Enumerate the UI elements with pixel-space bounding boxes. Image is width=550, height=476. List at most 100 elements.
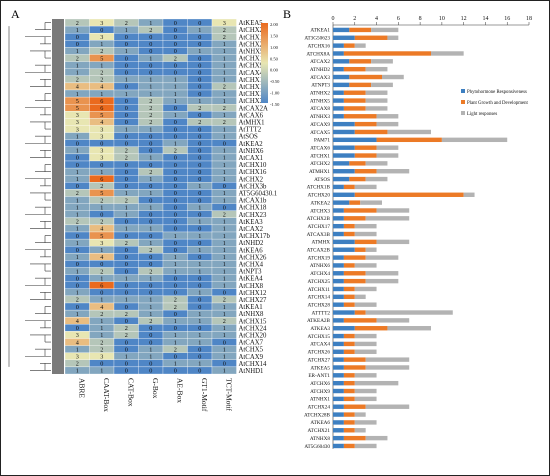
- heatmap-cell-value: 1: [198, 27, 201, 34]
- heatmap-cell-value: 2: [223, 34, 226, 41]
- bar-segment: [354, 341, 377, 347]
- heatmap-cell-value: 1: [198, 361, 201, 368]
- heatmap-cell-value: 1: [149, 190, 152, 197]
- heatmap-cell-value: 0: [149, 148, 152, 155]
- legend-swatch: [461, 111, 465, 115]
- heatmap-cell-value: 1: [223, 162, 226, 169]
- bar-segment: [343, 443, 355, 449]
- heatmap-cell-value: 2: [100, 48, 103, 55]
- heatmap-cell-value: 1: [223, 219, 226, 226]
- heatmap-cell-value: 1: [100, 247, 103, 254]
- category-label: ATKEA1: [310, 28, 330, 34]
- heatmap-cell-value: 0: [174, 119, 177, 126]
- heatmap-cell-value: 1: [76, 48, 79, 55]
- bar-segment: [333, 247, 355, 252]
- bar-segment: [354, 294, 366, 300]
- heatmap-cell-value: 1: [223, 70, 226, 77]
- gene-label: AtNHX8: [239, 311, 265, 318]
- heatmap-cell-value: 1: [149, 354, 152, 361]
- heatmap-cell-value: 1: [223, 62, 226, 69]
- bar-segment: [333, 341, 344, 347]
- bar-segment: [343, 349, 355, 354]
- heatmap-cell-value: 1: [223, 112, 226, 119]
- heatmap-cell-value: 2: [125, 311, 128, 318]
- heatmap-cell-value: 1: [174, 233, 177, 240]
- heatmap-cell-value: 0: [125, 34, 128, 41]
- bar-segment: [343, 231, 355, 237]
- bar-segment: [333, 239, 355, 245]
- color-scale-legend: 2.00 1.50 1.00 0.50 0.00 -0.50 -1.00 -1.50: [261, 22, 280, 107]
- gene-label: AtNPT3: [239, 269, 263, 276]
- heatmap-cell-value: 1: [76, 254, 79, 261]
- bar-segment: [354, 239, 377, 245]
- gene-label: AtCHX19: [239, 56, 268, 63]
- heatmap-cell-value: 2: [76, 361, 79, 368]
- heatmap-cell-value: 3: [100, 34, 103, 41]
- heatmap-cell-value: 3: [76, 112, 79, 119]
- bar-segment: [365, 98, 388, 103]
- heatmap-cell-value: 0: [149, 283, 152, 290]
- category-label: ATNPT3: [311, 83, 330, 89]
- heatmap-cell-value: 1: [125, 48, 128, 55]
- heatmap-cell-value: 3: [100, 20, 103, 27]
- bar-segment: [333, 286, 344, 292]
- heatmap-cell-value: 0: [149, 212, 152, 219]
- bar-segment: [333, 349, 344, 354]
- heatmap-cell-value: 0: [100, 27, 103, 34]
- heatmap-cell-value: 0: [76, 304, 79, 311]
- gene-label: AtKEA3: [239, 219, 264, 226]
- column-label: AE-Box: [175, 378, 184, 403]
- category-label: ATNHX6: [310, 263, 331, 269]
- heatmap-cell-value: 0: [174, 219, 177, 226]
- heatmap-cell-value: 0: [125, 304, 128, 311]
- heatmap-cell-value: 1: [223, 346, 226, 353]
- gene-label: AtCAX2: [239, 226, 264, 233]
- heatmap-cell-value: 1: [100, 169, 103, 176]
- bar-segment: [333, 326, 355, 331]
- heatmap-cell-value: 1: [223, 233, 226, 240]
- gene-label: AT5G60430.1: [239, 191, 278, 198]
- category-label: ATCHX28B: [304, 412, 330, 418]
- heatmap-cell-value: 0: [174, 204, 177, 211]
- bar-segment: [333, 435, 344, 441]
- gene-label: AtSOS: [239, 134, 258, 141]
- heatmap-cell-value: 0: [174, 105, 177, 112]
- color-scale-tick: 0.50: [270, 56, 279, 61]
- heatmap-cell-value: 0: [125, 261, 128, 268]
- category-label: ATCHX2B: [307, 216, 331, 222]
- category-label: ATMHX1: [309, 169, 330, 175]
- heatmap-cell-value: 4: [76, 339, 79, 346]
- legend: Phytohormone Responsiveness Plant Growth …: [461, 89, 529, 117]
- heatmap-cell-value: 0: [149, 197, 152, 204]
- x-tick-label: 10: [439, 16, 445, 22]
- heatmap-cell-value: 1: [149, 55, 152, 62]
- bar-segment: [333, 294, 344, 300]
- bar-segment: [343, 208, 377, 213]
- heatmap-cell-value: 0: [198, 55, 201, 62]
- x-tick-label: 18: [526, 16, 532, 22]
- heatmap-cell-value: 1: [198, 318, 201, 325]
- gene-label: AtNHD1: [239, 368, 264, 375]
- heatmap-cell-value: 1: [174, 254, 177, 261]
- category-label: ATCAX9: [310, 122, 330, 128]
- bar-segment: [333, 129, 355, 135]
- heatmap-cell-value: 2: [174, 346, 177, 353]
- heatmap-cell-value: 5: [76, 98, 79, 105]
- bar-segment: [441, 137, 508, 143]
- heatmap-cell-value: 3: [100, 354, 103, 361]
- heatmap-cell-value: 1: [125, 77, 128, 84]
- x-tick-label: 6: [397, 16, 400, 22]
- heatmap-cell-value: 0: [149, 48, 152, 55]
- bar-segment: [354, 231, 377, 237]
- heatmap-cell-value: 2: [76, 55, 79, 62]
- bar-segment: [343, 396, 355, 402]
- heatmap-cell-value: 0: [198, 297, 201, 304]
- heatmap-cell-value: 0: [174, 48, 177, 55]
- gene-label: AtCHX20: [239, 333, 268, 340]
- bar-segment: [333, 208, 344, 213]
- heatmap-cell-value: 1: [76, 212, 79, 219]
- heatmap-cell-value: 1: [223, 190, 226, 197]
- heatmap-cell-value: 1: [223, 254, 226, 261]
- gene-label: AtCHX23: [239, 212, 268, 219]
- heatmap-cell-value: 2: [100, 197, 103, 204]
